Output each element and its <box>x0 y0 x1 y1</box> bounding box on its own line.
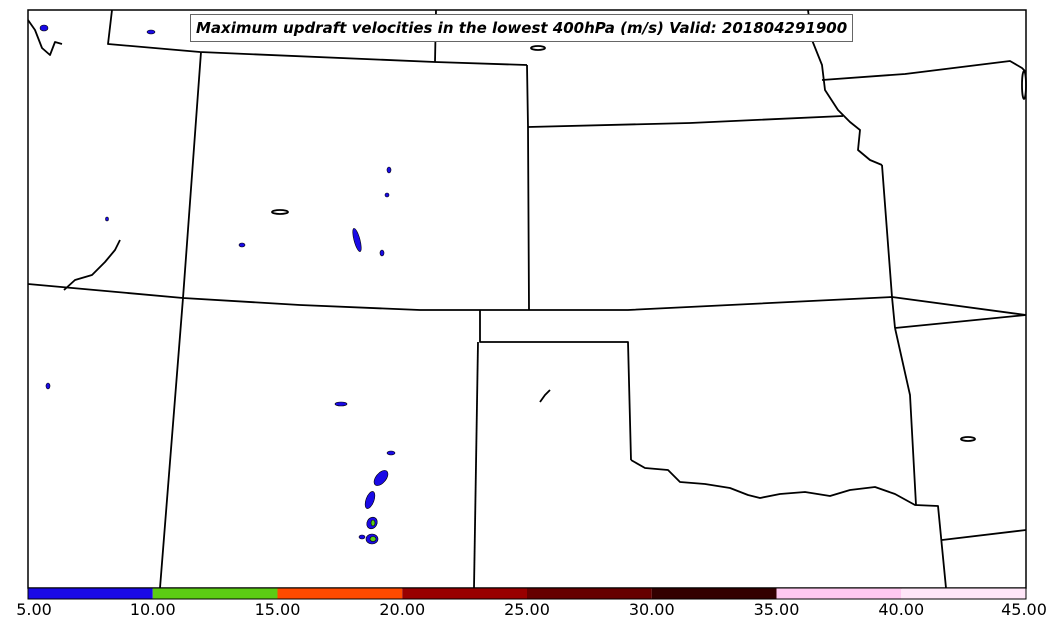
colorbar-tick-label: 40.00 <box>878 600 925 619</box>
updraft-cell-mid <box>369 536 377 542</box>
lake <box>539 389 551 403</box>
colorbar-bin <box>277 588 403 599</box>
colorbar-bin <box>776 588 902 599</box>
colorbar-tick-label: 20.00 <box>379 600 426 619</box>
updraft-cell-mid <box>370 519 376 527</box>
updraft-cell-low <box>379 249 385 257</box>
colorbar-bin <box>527 588 652 599</box>
colorbar-bin <box>651 588 777 599</box>
oklahoma-east-border <box>894 327 917 506</box>
missouri-river <box>807 9 883 166</box>
red-river <box>630 459 947 589</box>
updraft-cell-low <box>352 228 362 252</box>
kansas-east-border <box>881 164 896 329</box>
colorbar-bin <box>28 588 153 599</box>
lake <box>271 209 289 215</box>
lake <box>1021 70 1027 100</box>
updraft-cell-low <box>45 382 51 390</box>
updraft-cell-low <box>39 24 49 32</box>
updraft-cell-low <box>386 450 396 456</box>
updraft-cell-low <box>384 192 390 198</box>
colorbar <box>27 587 1027 600</box>
utah-lake-edge <box>63 239 121 291</box>
lake <box>960 436 976 442</box>
wyoming-south-border <box>107 9 528 66</box>
texas-west-border <box>473 341 479 589</box>
louisiana-border <box>941 529 1027 541</box>
updraft-cell-low <box>146 29 156 35</box>
colorbar-tick-label: 10.00 <box>129 600 176 619</box>
colorbar-tick-label: 35.00 <box>753 600 800 619</box>
colorbar-bin <box>402 588 527 599</box>
updraft-cell-low <box>373 470 389 486</box>
colorbar-tick-label: 15.00 <box>254 600 301 619</box>
updraft-cell-low <box>105 216 109 222</box>
colorbar-tick-label: 5.00 <box>16 600 52 619</box>
updraft-cell-low <box>364 491 376 509</box>
map-title: Maximum updraft velocities in the lowest… <box>190 14 854 42</box>
nebraska-kansas-border <box>527 115 844 128</box>
updraft-cell-low <box>238 242 246 248</box>
lake <box>530 45 546 51</box>
updraft-cell-low <box>358 534 366 540</box>
oklahoma-panhandle-border <box>479 310 632 461</box>
colorado-south-border <box>27 283 1027 316</box>
nebraska-iowa-border <box>821 60 1027 81</box>
updraft-cell-low <box>386 166 392 174</box>
arkansas-border <box>894 314 1027 329</box>
colorbar-tick-label: 25.00 <box>504 600 550 619</box>
state-boundaries <box>27 9 1027 589</box>
colorbar-bin <box>152 588 278 599</box>
coastline-northwest <box>27 19 63 56</box>
updraft-contours <box>39 16 396 545</box>
colorbar-tick-label: 30.00 <box>628 600 675 619</box>
colorbar-bin <box>901 588 1026 599</box>
colorbar-tick-label: 45.00 <box>1001 600 1047 619</box>
updraft-cell-low <box>334 401 348 407</box>
colorbar-frame <box>27 587 1027 600</box>
